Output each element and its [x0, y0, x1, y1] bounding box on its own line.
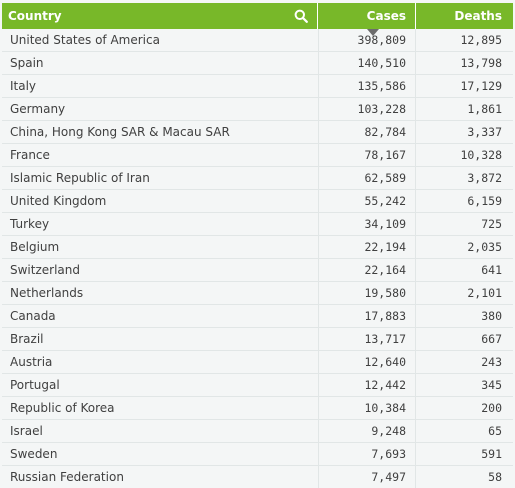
deaths-cell[interactable]: 641: [481, 263, 502, 277]
table-row[interactable]: Netherlands 19,580 2,101: [2, 282, 513, 305]
cases-header-label: Cases: [366, 9, 406, 23]
cases-cell[interactable]: 13,717: [318, 328, 416, 350]
table-row[interactable]: Italy 135,586 17,129: [2, 75, 513, 98]
country-cell[interactable]: Netherlands: [10, 286, 84, 300]
table-row[interactable]: Brazil 13,717 667: [2, 328, 513, 351]
deaths-cell[interactable]: 13,798: [460, 56, 502, 70]
deaths-cell[interactable]: 2,101: [467, 286, 502, 300]
country-cell[interactable]: Islamic Republic of Iran: [10, 171, 150, 185]
deaths-cell[interactable]: 3,337: [467, 125, 502, 139]
deaths-column-header[interactable]: Deaths: [416, 3, 513, 29]
cases-cell[interactable]: 17,883: [318, 305, 416, 327]
table-row[interactable]: Russian Federation 7,497 58: [2, 466, 513, 488]
cases-cell[interactable]: 78,167: [318, 144, 416, 166]
deaths-cell[interactable]: 725: [481, 217, 502, 231]
deaths-cell[interactable]: 10,328: [460, 148, 502, 162]
country-cell[interactable]: Canada: [10, 309, 56, 323]
deaths-cell[interactable]: 591: [481, 447, 502, 461]
deaths-cell[interactable]: 200: [481, 401, 502, 415]
table-row[interactable]: Canada 17,883 380: [2, 305, 513, 328]
cases-cell[interactable]: 82,784: [318, 121, 416, 143]
table-row[interactable]: Austria 12,640 243: [2, 351, 513, 374]
deaths-cell[interactable]: 58: [488, 470, 502, 484]
deaths-cell[interactable]: 2,035: [467, 240, 502, 254]
country-cell[interactable]: Turkey: [10, 217, 50, 231]
cases-cell[interactable]: 398,809: [318, 29, 416, 51]
cases-cell[interactable]: 22,164: [318, 259, 416, 281]
country-cell[interactable]: Germany: [10, 102, 66, 116]
deaths-cell[interactable]: 243: [481, 355, 502, 369]
deaths-cell[interactable]: 65: [488, 424, 502, 438]
cases-cell[interactable]: 55,242: [318, 190, 416, 212]
country-header-label: Country: [8, 9, 62, 23]
deaths-cell[interactable]: 380: [481, 309, 502, 323]
table-row[interactable]: Spain 140,510 13,798: [2, 52, 513, 75]
cases-cell[interactable]: 22,194: [318, 236, 416, 258]
table-header: Country Cases Deaths: [2, 3, 513, 29]
country-cell[interactable]: Brazil: [10, 332, 44, 346]
table-row[interactable]: Switzerland 22,164 641: [2, 259, 513, 282]
country-cell[interactable]: Switzerland: [10, 263, 80, 277]
table-body: United States of America 398,809 12,895 Spa…: [2, 29, 513, 488]
cases-cell[interactable]: 103,228: [318, 98, 416, 120]
table-row[interactable]: Sweden 7,693 591: [2, 443, 513, 466]
search-icon[interactable]: [294, 9, 308, 23]
country-cell[interactable]: Spain: [10, 56, 44, 70]
deaths-cell[interactable]: 3,872: [467, 171, 502, 185]
table-row[interactable]: United States of America 398,809 12,895: [2, 29, 513, 52]
deaths-cell[interactable]: 12,895: [460, 33, 502, 47]
cases-cell[interactable]: 62,589: [318, 167, 416, 189]
country-cell[interactable]: Israel: [10, 424, 43, 438]
table-row[interactable]: China, Hong Kong SAR & Macau SAR 82,784 3,…: [2, 121, 513, 144]
deaths-cell[interactable]: 1,861: [467, 102, 502, 116]
table-row[interactable]: France 78,167 10,328: [2, 144, 513, 167]
table-row[interactable]: United Kingdom 55,242 6,159: [2, 190, 513, 213]
cases-cell[interactable]: 10,384: [318, 397, 416, 419]
country-cell[interactable]: France: [10, 148, 50, 162]
deaths-cell[interactable]: 6,159: [467, 194, 502, 208]
deaths-cell[interactable]: 17,129: [460, 79, 502, 93]
cases-cell[interactable]: 7,497: [318, 466, 416, 488]
table-row[interactable]: Germany 103,228 1,861: [2, 98, 513, 121]
deaths-cell[interactable]: 345: [481, 378, 502, 392]
cases-table: Country Cases Deaths United States of Am…: [2, 3, 513, 488]
country-column-header[interactable]: Country: [2, 3, 318, 29]
country-cell[interactable]: United States of America: [10, 33, 160, 47]
country-cell[interactable]: China, Hong Kong SAR & Macau SAR: [10, 125, 230, 139]
cases-cell[interactable]: 12,640: [318, 351, 416, 373]
deaths-header-label: Deaths: [454, 9, 502, 23]
cases-cell[interactable]: 9,248: [318, 420, 416, 442]
country-cell[interactable]: Sweden: [10, 447, 58, 461]
country-cell[interactable]: Italy: [10, 79, 37, 93]
table-row[interactable]: Belgium 22,194 2,035: [2, 236, 513, 259]
sort-descending-icon: [367, 29, 379, 36]
country-cell[interactable]: Republic of Korea: [10, 401, 115, 415]
table-row[interactable]: Turkey 34,109 725: [2, 213, 513, 236]
country-cell[interactable]: Russian Federation: [10, 470, 124, 484]
cases-cell[interactable]: 19,580: [318, 282, 416, 304]
cases-cell[interactable]: 140,510: [318, 52, 416, 74]
cases-cell[interactable]: 34,109: [318, 213, 416, 235]
deaths-cell[interactable]: 667: [481, 332, 502, 346]
table-row[interactable]: Portugal 12,442 345: [2, 374, 513, 397]
country-cell[interactable]: Austria: [10, 355, 53, 369]
table-row[interactable]: Israel 9,248 65: [2, 420, 513, 443]
table-row[interactable]: Islamic Republic of Iran 62,589 3,872: [2, 167, 513, 190]
cases-column-header[interactable]: Cases: [318, 3, 416, 29]
table-row[interactable]: Republic of Korea 10,384 200: [2, 397, 513, 420]
country-cell[interactable]: United Kingdom: [10, 194, 107, 208]
cases-cell[interactable]: 135,586: [318, 75, 416, 97]
cases-cell[interactable]: 7,693: [318, 443, 416, 465]
country-cell[interactable]: Belgium: [10, 240, 60, 254]
country-cell[interactable]: Portugal: [10, 378, 60, 392]
cases-cell[interactable]: 12,442: [318, 374, 416, 396]
